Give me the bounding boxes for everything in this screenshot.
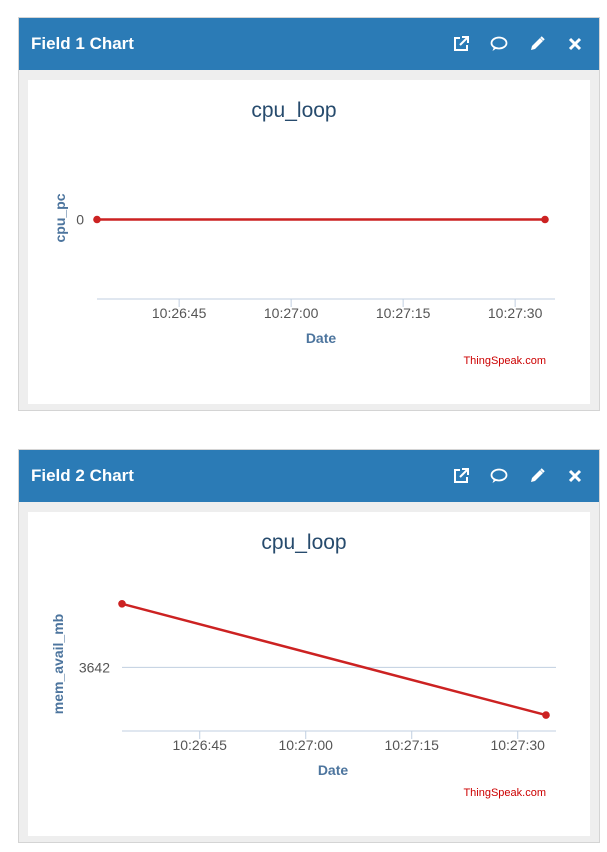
y-axis-label: mem_avail_mb <box>50 614 66 714</box>
thingspeak-credit[interactable]: ThingSpeak.com <box>463 787 546 799</box>
y-tick-label: 3642 <box>79 659 110 675</box>
panel-header: Field 2 Chart <box>19 450 599 502</box>
x-tick-label: 10:27:00 <box>264 305 319 321</box>
chart-title: cpu_loop <box>261 531 346 554</box>
data-point <box>118 600 126 608</box>
x-tick-label: 10:27:30 <box>488 305 543 321</box>
external-link-icon[interactable] <box>450 466 471 487</box>
panel-header: Field 1 Chart <box>19 18 599 70</box>
x-tick-label: 10:26:45 <box>172 737 227 753</box>
close-icon[interactable] <box>564 466 585 487</box>
data-point <box>542 711 550 719</box>
field-1-chart-panel: Field 1 Chart cpu_loop Date cpu_pc Thing… <box>18 17 600 411</box>
chart-area: cpu_loop Date cpu_pc ThingSpeak.com 0 10:… <box>28 80 590 404</box>
panel-tools <box>450 34 585 55</box>
y-axis-label: cpu_pc <box>52 193 68 242</box>
series-line <box>121 602 547 717</box>
comment-icon[interactable] <box>488 466 509 487</box>
x-axis-label: Date <box>318 762 349 778</box>
comment-icon[interactable] <box>488 34 509 55</box>
x-tick-label: 10:26:45 <box>152 305 207 321</box>
x-tick-label: 10:27:30 <box>490 737 545 753</box>
pencil-icon[interactable] <box>526 466 547 487</box>
pencil-icon[interactable] <box>526 34 547 55</box>
panel-tools <box>450 466 585 487</box>
x-tick-label: 10:27:15 <box>376 305 431 321</box>
data-point <box>541 215 549 224</box>
external-link-icon[interactable] <box>450 34 471 55</box>
field-2-chart-panel: Field 2 Chart cpu_loop Date mem_avail_mb… <box>18 449 600 843</box>
line-chart: cpu_loop Date mem_avail_mb ThingSpeak.co… <box>50 531 556 799</box>
panel-title: Field 1 Chart <box>31 34 134 53</box>
close-icon[interactable] <box>564 34 585 55</box>
chart-area: cpu_loop Date mem_avail_mb ThingSpeak.co… <box>28 512 590 836</box>
x-tick-label: 10:27:15 <box>384 737 439 753</box>
data-point <box>93 215 101 224</box>
chart-title: cpu_loop <box>251 99 336 122</box>
panel-title: Field 2 Chart <box>31 466 134 485</box>
x-axis-label: Date <box>306 330 337 346</box>
line-chart: cpu_loop Date cpu_pc ThingSpeak.com 0 10:… <box>52 99 555 367</box>
x-tick-label: 10:27:00 <box>278 737 333 753</box>
y-tick-label: 0 <box>76 212 84 228</box>
thingspeak-credit[interactable]: ThingSpeak.com <box>463 355 546 367</box>
